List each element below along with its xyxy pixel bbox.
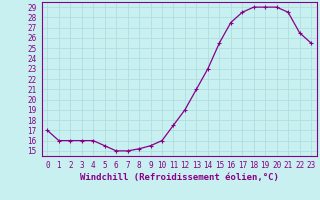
- X-axis label: Windchill (Refroidissement éolien,°C): Windchill (Refroidissement éolien,°C): [80, 173, 279, 182]
